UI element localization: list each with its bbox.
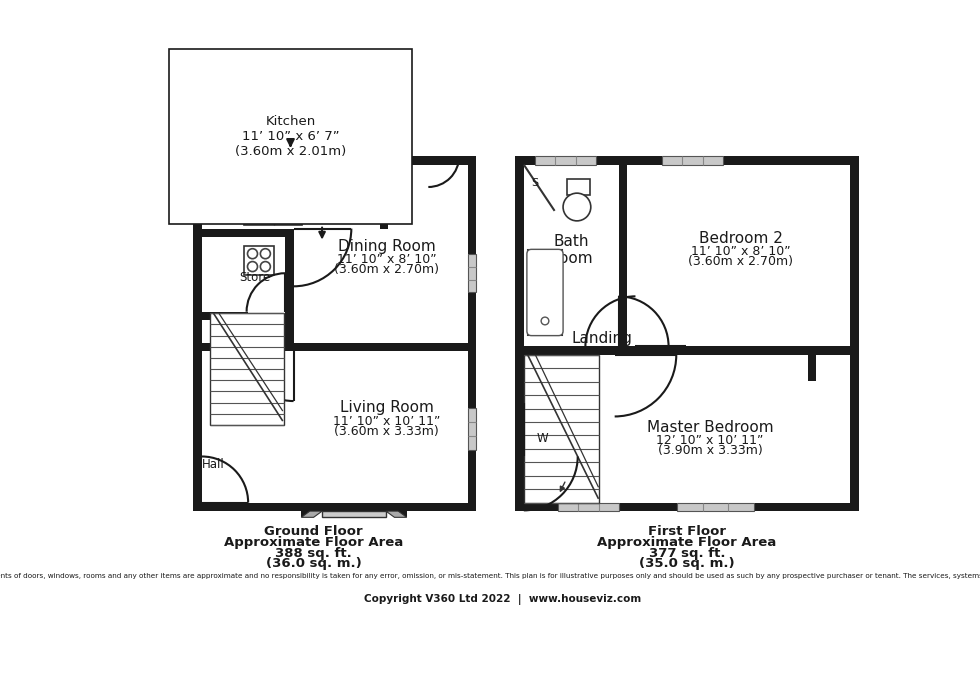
Text: Store: Store [239, 271, 270, 284]
Bar [370, 156, 467, 165]
Text: Master Bedroom: Master Bedroom [647, 420, 773, 435]
Text: Bath
Room: Bath Room [550, 234, 593, 266]
Bar [244, 246, 273, 275]
Bar [467, 156, 476, 511]
Circle shape [248, 262, 258, 271]
Bar [285, 228, 294, 343]
Bar [618, 156, 627, 347]
Bar [851, 156, 858, 511]
Bar [535, 156, 596, 165]
Text: 11’ 10” x 10’ 11”: 11’ 10” x 10’ 11” [333, 415, 440, 428]
Bar [202, 311, 248, 320]
Bar [662, 156, 723, 165]
Circle shape [564, 193, 591, 221]
Text: Landing: Landing [572, 331, 633, 346]
Bar [467, 408, 476, 450]
Text: S: S [531, 178, 538, 188]
Bar [193, 156, 298, 165]
Circle shape [261, 248, 270, 259]
Bar [558, 502, 619, 511]
Circle shape [541, 317, 549, 325]
Text: (3.60m x 2.70m): (3.60m x 2.70m) [689, 255, 794, 268]
Bar [515, 347, 858, 355]
Bar [535, 156, 596, 165]
Polygon shape [301, 511, 322, 518]
Text: (36.0 sq. m.): (36.0 sq. m.) [266, 557, 362, 570]
Bar [677, 502, 754, 511]
Bar [248, 156, 298, 165]
Text: Kitchen
11’ 10” x 6’ 7”
(3.60m x 2.01m): Kitchen 11’ 10” x 6’ 7” (3.60m x 2.01m) [235, 116, 346, 158]
Bar [301, 511, 310, 518]
Bar [515, 156, 524, 511]
Bar [677, 502, 754, 511]
Text: (3.60m x 2.70m): (3.60m x 2.70m) [334, 263, 439, 276]
Bar [662, 156, 723, 165]
Bar [276, 201, 298, 222]
Bar [285, 311, 294, 351]
Text: Ground Floor: Ground Floor [265, 525, 363, 538]
Bar [467, 408, 476, 450]
Bar [244, 198, 302, 225]
Text: Copyright V360 Ltd 2022  |  www.houseviz.com: Copyright V360 Ltd 2022 | www.houseviz.c… [364, 594, 641, 605]
Bar [193, 343, 476, 351]
Bar [515, 502, 858, 511]
Text: 11’ 10” x 8’ 10”: 11’ 10” x 8’ 10” [691, 245, 791, 258]
Text: First Floor: First Floor [648, 525, 726, 538]
Bar [467, 254, 476, 293]
Text: (3.60m x 3.33m): (3.60m x 3.33m) [334, 425, 439, 437]
Bar [202, 228, 285, 237]
Bar [285, 228, 294, 311]
Bar [558, 502, 619, 511]
Bar [808, 347, 816, 381]
Bar [202, 228, 285, 237]
Text: Approximate Floor Area: Approximate Floor Area [224, 536, 403, 549]
FancyBboxPatch shape [527, 249, 563, 336]
Circle shape [248, 248, 258, 259]
Text: 388 sq. ft.: 388 sq. ft. [275, 547, 352, 560]
Text: (35.0 sq. m.): (35.0 sq. m.) [639, 557, 735, 570]
Bar [524, 355, 599, 502]
Text: (3.90m x 3.33m): (3.90m x 3.33m) [658, 444, 762, 457]
Bar [398, 511, 407, 518]
Text: Dining Room: Dining Room [338, 239, 436, 254]
Bar [527, 250, 563, 335]
Bar [380, 156, 388, 228]
Bar [193, 156, 202, 511]
Text: 11’ 10” x 8’ 10”: 11’ 10” x 8’ 10” [337, 253, 436, 266]
Text: Living Room: Living Room [340, 401, 434, 415]
Text: Approximate Floor Area: Approximate Floor Area [598, 536, 777, 549]
Circle shape [261, 262, 270, 271]
Bar [467, 254, 476, 293]
Bar [210, 313, 284, 425]
Text: Bedroom 2: Bedroom 2 [699, 231, 783, 246]
Text: Hall: Hall [202, 459, 224, 471]
Bar [515, 156, 858, 165]
Bar [322, 511, 386, 518]
Text: 377 sq. ft.: 377 sq. ft. [649, 547, 725, 560]
Text: Whilst every attempt has been made to ensure the accuracy of the floor plan cont: Whilst every attempt has been made to en… [0, 573, 980, 579]
Text: W: W [536, 432, 548, 444]
Bar [193, 502, 476, 511]
Bar [247, 201, 270, 222]
Text: 12’ 10” x 10’ 11”: 12’ 10” x 10’ 11” [657, 434, 763, 447]
Bar [808, 347, 851, 355]
Bar [248, 156, 298, 165]
Polygon shape [386, 511, 407, 518]
Bar [567, 179, 590, 195]
